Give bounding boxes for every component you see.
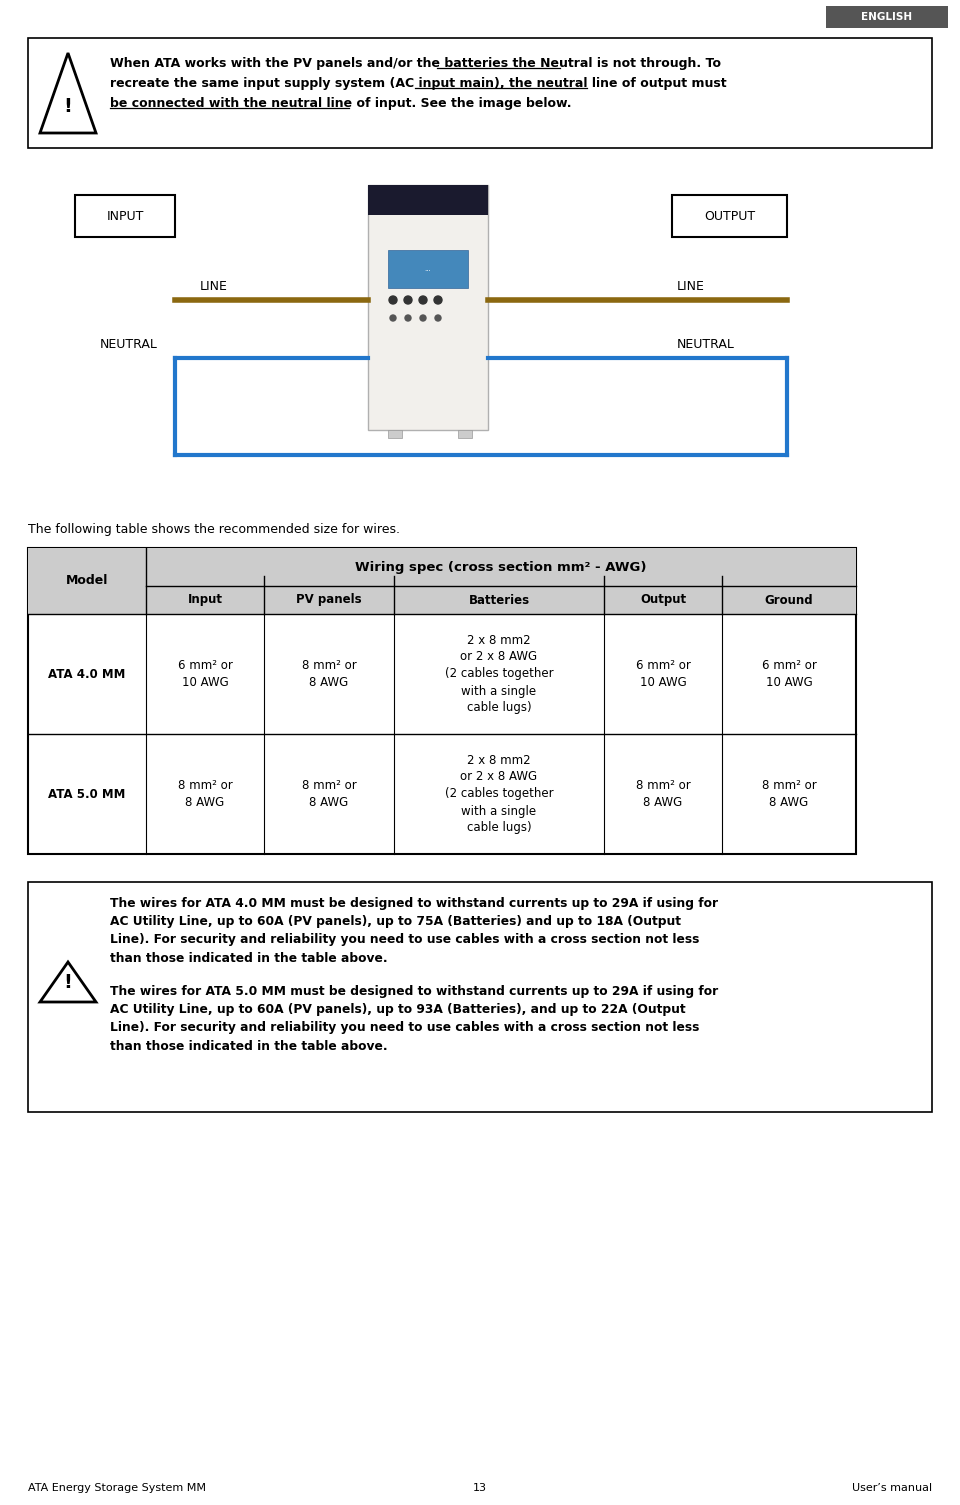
Text: 2 x 8 mm2
or 2 x 8 AWG
(2 cables together
with a single
cable lugs): 2 x 8 mm2 or 2 x 8 AWG (2 cables togethe… [444, 754, 553, 834]
Text: than those indicated in the table above.: than those indicated in the table above. [110, 951, 388, 965]
Text: Model: Model [66, 575, 108, 587]
Text: be connected with the neutral line of input. See the image below.: be connected with the neutral line of in… [110, 98, 571, 110]
Text: PV panels: PV panels [297, 593, 362, 607]
Text: AC Utility Line, up to 60A (PV panels), up to 93A (Batteries), and up to 22A (Ou: AC Utility Line, up to 60A (PV panels), … [110, 1004, 685, 1016]
Text: AC Utility Line, up to 60A (PV panels), up to 75A (Batteries) and up to 18A (Out: AC Utility Line, up to 60A (PV panels), … [110, 915, 681, 929]
Text: 6 mm² or
10 AWG: 6 mm² or 10 AWG [636, 659, 690, 689]
Text: 2 x 8 mm2
or 2 x 8 AWG
(2 cables together
with a single
cable lugs): 2 x 8 mm2 or 2 x 8 AWG (2 cables togethe… [444, 634, 553, 715]
Text: Line). For security and reliability you need to use cables with a cross section : Line). For security and reliability you … [110, 1022, 700, 1034]
Circle shape [405, 315, 411, 321]
Circle shape [435, 315, 441, 321]
Bar [28, 38, 932, 147]
Text: When ATA works with the PV panels and/or the batteries the ​Neutral is not throu: When ATA works with the PV panels and/or… [110, 57, 721, 71]
Circle shape [404, 296, 412, 304]
Bar [826, 6, 948, 29]
Text: ENGLISH: ENGLISH [861, 12, 913, 23]
Text: NEUTRAL: NEUTRAL [677, 337, 734, 351]
Text: 8 mm² or
8 AWG: 8 mm² or 8 AWG [178, 780, 232, 810]
Text: The following table shows the recommended size for wires.: The following table shows the recommende… [28, 524, 400, 536]
Text: LINE: LINE [677, 280, 705, 292]
Circle shape [390, 315, 396, 321]
Text: The wires for ATA 4.0 MM must be designed to withstand currents up to 29A if usi: The wires for ATA 4.0 MM must be designe… [110, 897, 718, 911]
Bar [28, 548, 856, 614]
Bar [458, 430, 472, 438]
Text: ...: ... [424, 266, 431, 272]
Text: NEUTRAL: NEUTRAL [100, 337, 157, 351]
Bar [368, 185, 488, 430]
Text: INPUT: INPUT [107, 209, 144, 223]
Bar [388, 430, 402, 438]
Text: ATA 4.0 MM: ATA 4.0 MM [48, 668, 126, 680]
Text: 13: 13 [473, 1482, 487, 1493]
Text: Ground: Ground [765, 593, 813, 607]
Bar [388, 250, 468, 287]
Text: The wires for ATA 5.0 MM must be designed to withstand currents up to 29A if usi: The wires for ATA 5.0 MM must be designe… [110, 986, 718, 998]
Bar [75, 196, 175, 236]
Bar [368, 185, 488, 215]
Text: Line). For security and reliability you need to use cables with a cross section : Line). For security and reliability you … [110, 933, 700, 947]
Text: 8 mm² or
8 AWG: 8 mm² or 8 AWG [761, 780, 816, 810]
Bar [672, 196, 787, 236]
Bar [28, 548, 856, 853]
Text: Batteries: Batteries [468, 593, 530, 607]
Text: ATA Energy Storage System MM: ATA Energy Storage System MM [28, 1482, 206, 1493]
Text: 8 mm² or
8 AWG: 8 mm² or 8 AWG [301, 780, 356, 810]
Text: LINE: LINE [200, 280, 228, 292]
Text: 6 mm² or
10 AWG: 6 mm² or 10 AWG [178, 659, 232, 689]
Bar [28, 882, 932, 1112]
Text: !: ! [63, 972, 72, 992]
Circle shape [389, 296, 397, 304]
Text: 6 mm² or
10 AWG: 6 mm² or 10 AWG [761, 659, 816, 689]
Circle shape [419, 296, 427, 304]
Text: OUTPUT: OUTPUT [704, 209, 756, 223]
Text: !: ! [63, 96, 72, 116]
Text: Input: Input [187, 593, 223, 607]
Text: recreate the same input supply system (AC input main), ​the neutral line of outp: recreate the same input supply system (A… [110, 77, 727, 90]
Text: Wiring spec (cross section mm² - AWG): Wiring spec (cross section mm² - AWG) [355, 560, 647, 573]
Circle shape [434, 296, 442, 304]
Text: ATA 5.0 MM: ATA 5.0 MM [48, 787, 126, 801]
Circle shape [420, 315, 426, 321]
Text: Output: Output [640, 593, 686, 607]
Text: than those indicated in the table above.: than those indicated in the table above. [110, 1040, 388, 1052]
Text: User’s manual: User’s manual [852, 1482, 932, 1493]
Text: 8 mm² or
8 AWG: 8 mm² or 8 AWG [636, 780, 690, 810]
Text: 8 mm² or
8 AWG: 8 mm² or 8 AWG [301, 659, 356, 689]
